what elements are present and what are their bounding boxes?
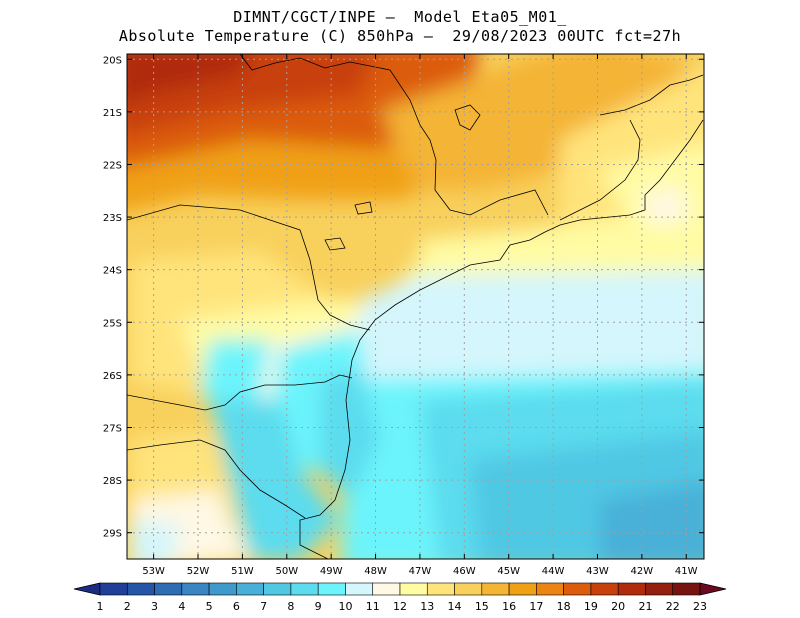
- lon-tick-label: 46W: [453, 566, 476, 577]
- lon-tick-label: 52W: [187, 566, 210, 577]
- lake: [454, 104, 481, 131]
- lat-tick-label: 28S: [103, 476, 122, 487]
- colorbar-swatch: [672, 582, 701, 596]
- colorbar-label: 23: [693, 600, 707, 613]
- colorbar-label: 9: [315, 600, 322, 613]
- title-line-1: DIMNT/CGCT/INPE — Model Eta05_M01_: [233, 8, 567, 26]
- lake: [354, 201, 373, 215]
- coastline: [299, 119, 704, 559]
- lon-tick-label: 49W: [320, 566, 343, 577]
- colorbar-label: 16: [502, 600, 516, 613]
- colorbar-swatch: [617, 582, 646, 596]
- lon-tick-label: 50W: [275, 566, 298, 577]
- colorbar-swatch: [208, 582, 237, 596]
- lon-tick-label: 42W: [631, 566, 654, 577]
- colorbar-label: 20: [611, 600, 625, 613]
- state-border: [127, 439, 306, 519]
- colorbar-label: 5: [206, 600, 213, 613]
- colorbar-swatch: [345, 582, 374, 596]
- title-line-2: Absolute Temperature (C) 850hPa — 29/08/…: [118, 27, 682, 45]
- state-border: [127, 204, 371, 331]
- colorbar-swatch: [536, 582, 564, 596]
- colorbar-label: 22: [666, 600, 680, 613]
- colorbar-arrow-high: [699, 582, 727, 596]
- colorbar-label: 2: [124, 600, 131, 613]
- colorbar-label: 10: [338, 600, 352, 613]
- colorbar-swatch: [236, 582, 264, 596]
- colorbar-swatch: [290, 582, 319, 596]
- state-border: [239, 54, 549, 216]
- longitude-tick-labels: 53W 52W 51W 50W 49W 48W 47W 46W 45W 44W 43W 42W 41W: [142, 54, 698, 577]
- colorbar-swatch: [263, 582, 292, 596]
- colorbar-swatch: [426, 582, 455, 596]
- lat-tick-label: 25S: [103, 318, 122, 329]
- colorbar-label: 7: [260, 600, 267, 613]
- lat-tick-label: 23S: [103, 213, 122, 224]
- colorbar-swatch: [99, 582, 128, 596]
- lat-tick-label: 20S: [103, 55, 122, 66]
- colorbar-label: 6: [233, 600, 240, 613]
- lon-tick-label: 48W: [364, 566, 387, 577]
- lake: [324, 237, 346, 251]
- colorbar-label: 11: [366, 600, 380, 613]
- colorbar-swatch: [317, 582, 346, 596]
- colorbar: 1 2 3 4 5 6 7 8 9 10 11 12 13 14 15 16 17 18 19 20 21 22 23: [73, 582, 727, 613]
- temperature-field: [127, 54, 704, 559]
- state-border: [599, 74, 704, 116]
- lat-lon-grid: [127, 54, 704, 559]
- lat-tick-label: 26S: [103, 371, 122, 382]
- colorbar-swatch: [154, 582, 183, 596]
- colorbar-swatch: [481, 582, 510, 596]
- lon-tick-label: 43W: [586, 566, 609, 577]
- colorbar-label: 14: [448, 600, 462, 613]
- lon-tick-label: 41W: [675, 566, 698, 577]
- colorbar-swatch: [590, 582, 619, 596]
- colorbar-swatch: [563, 582, 592, 596]
- lat-tick-label: 24S: [103, 266, 122, 277]
- colorbar-arrow-low: [73, 582, 101, 596]
- lat-tick-label: 21S: [103, 108, 122, 119]
- colorbar-swatch: [508, 582, 537, 596]
- lon-tick-label: 45W: [497, 566, 520, 577]
- colorbar-label: 18: [557, 600, 571, 613]
- lon-tick-label: 44W: [542, 566, 565, 577]
- lat-tick-label: 27S: [103, 423, 122, 434]
- state-border: [559, 119, 641, 221]
- colorbar-label: 15: [475, 600, 489, 613]
- state-border: [127, 374, 353, 411]
- lon-tick-label: 53W: [142, 566, 165, 577]
- colorbar-label: 21: [638, 600, 652, 613]
- colorbar-swatch: [454, 582, 483, 596]
- lat-tick-label: 22S: [103, 160, 122, 171]
- lat-tick-label: 29S: [103, 529, 122, 540]
- lon-tick-label: 51W: [231, 566, 254, 577]
- colorbar-label: 19: [584, 600, 598, 613]
- colorbar-label: 12: [393, 600, 407, 613]
- colorbar-label: 1: [97, 600, 104, 613]
- latitude-tick-labels: 20S 21S 22S 23S 24S 25S 26S 27S 28S 29S: [103, 55, 704, 540]
- colorbar-label: 8: [287, 600, 294, 613]
- colorbar-label: 4: [178, 600, 185, 613]
- colorbar-swatch: [181, 582, 210, 596]
- colorbar-label: 17: [529, 600, 543, 613]
- map-frame: [126, 53, 705, 560]
- colorbar-label: 13: [420, 600, 434, 613]
- coastline-and-borders: [127, 54, 704, 559]
- colorbar-label: 3: [151, 600, 158, 613]
- lon-tick-label: 47W: [409, 566, 432, 577]
- colorbar-swatch: [126, 582, 155, 596]
- colorbar-swatch: [399, 582, 428, 596]
- colorbar-swatch: [645, 582, 674, 596]
- colorbar-swatch: [372, 582, 401, 596]
